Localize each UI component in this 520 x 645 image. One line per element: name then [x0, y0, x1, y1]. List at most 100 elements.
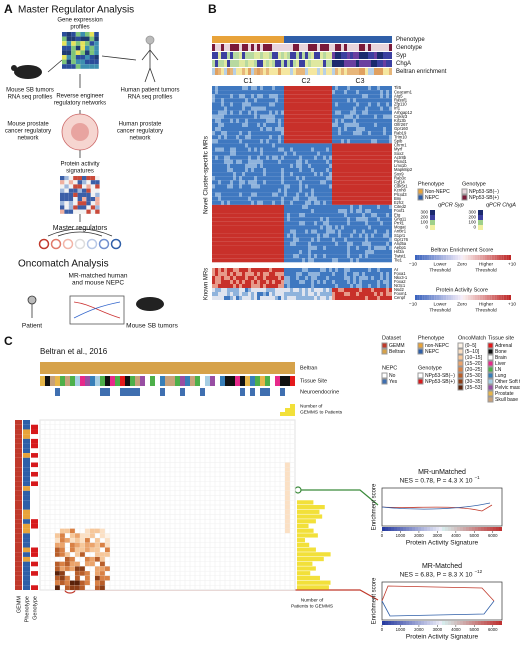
- heatmap-cell: [296, 172, 299, 177]
- heatmap-cell: [284, 204, 287, 209]
- heatmap-cell: [308, 245, 311, 250]
- heatmap-cell: [347, 139, 350, 144]
- heatmap-cell: [248, 155, 251, 160]
- heatmap-cell: [224, 127, 227, 132]
- heatmap-cell: [365, 94, 368, 99]
- heatmap-cell: [341, 106, 344, 111]
- heatmap-cell: [281, 200, 284, 205]
- heatmap-cell: [344, 168, 347, 173]
- annotation-cell: [338, 44, 341, 51]
- heatmap-cell: [335, 221, 338, 226]
- heatmap-cell: [362, 241, 365, 246]
- heatmap-cell: [263, 86, 266, 91]
- heatmap-cell: [380, 221, 383, 226]
- signature-cell: [90, 209, 96, 214]
- heatmap-cell: [218, 237, 221, 242]
- heatmap-cell: [233, 159, 236, 164]
- tissue-cell: [240, 376, 245, 386]
- signature-cell: [82, 176, 87, 181]
- heatmap-cell: [329, 151, 332, 156]
- annotation-cell: [215, 52, 218, 59]
- heatmap-cell: [284, 188, 287, 193]
- heatmap-cell: [323, 90, 326, 95]
- heatmap-cell: [323, 143, 326, 148]
- heatmap-cell: [356, 217, 359, 222]
- heatmap-cell: [314, 188, 317, 193]
- signature-cell: [86, 209, 91, 214]
- heatmap-cell: [359, 272, 362, 276]
- heatmap-cell: [236, 192, 239, 197]
- heatmap-cell: [305, 221, 308, 226]
- heatmap-cell: [317, 221, 320, 226]
- heatmap-cell: [332, 268, 335, 272]
- heatmap-cell: [347, 188, 350, 193]
- tissue-cell: [50, 376, 55, 386]
- annotation-cell: [245, 68, 248, 75]
- legend-swatch: [417, 342, 424, 349]
- heatmap-cell: [269, 98, 272, 103]
- heatmap-cell: [359, 221, 362, 226]
- heatmap-cell: [350, 102, 353, 107]
- heatmap-cell: [326, 135, 329, 140]
- heatmap-cell: [281, 217, 284, 222]
- heatmap-cell: [278, 288, 281, 292]
- heatmap-cell: [380, 241, 383, 246]
- heatmap-cell: [284, 139, 287, 144]
- heatmap-cell: [293, 176, 296, 181]
- annotation-cell: [245, 60, 248, 67]
- signature-cell: [60, 201, 65, 206]
- heatmap-cell: [341, 159, 344, 164]
- heatmap-cell: [290, 241, 293, 246]
- annotation-cell: [215, 68, 218, 75]
- heatmap-cell: [326, 280, 329, 284]
- gene-label: Antxr1: [394, 229, 407, 234]
- beltran-cell: [220, 362, 225, 374]
- heatmap-cell: [299, 288, 302, 292]
- heatmap-cell: [350, 135, 353, 140]
- tissue-cell: [195, 376, 200, 386]
- heatmap-cell: [356, 98, 359, 103]
- heatmap-cell: [386, 168, 389, 173]
- heatmap-cell: [296, 276, 299, 280]
- heatmap-cell: [257, 237, 260, 242]
- heatmap-cell: [320, 176, 323, 181]
- heatmap-cell: [353, 135, 356, 140]
- heatmap-cell: [248, 139, 251, 144]
- annotation-cell: [380, 52, 383, 59]
- heatmap-cell: [251, 139, 254, 144]
- heatmap-cell: [326, 184, 329, 189]
- heatmap-cell: [323, 163, 326, 168]
- heatmap-cell: [251, 180, 254, 185]
- heatmap-cell: [371, 254, 374, 259]
- heatmap-cell: [233, 280, 236, 284]
- gradient-cell: [451, 255, 454, 260]
- heatmap-cell: [239, 172, 242, 177]
- heatmap-cell: [308, 276, 311, 280]
- genotype-cell: [31, 500, 38, 505]
- heatmap-cell: [332, 241, 335, 246]
- match-cell: [285, 486, 290, 491]
- heatmap-cell: [308, 94, 311, 99]
- heatmap-cell: [314, 196, 317, 201]
- heatmap-cell: [281, 204, 284, 209]
- annotation-cell: [347, 36, 350, 43]
- heatmap-cell: [344, 250, 347, 255]
- heatmap-cell: [314, 90, 317, 95]
- heatmap-cell: [266, 296, 269, 300]
- regulator: [38, 238, 50, 250]
- heatmap-cell: [383, 284, 386, 288]
- heatmap-cell: [266, 209, 269, 214]
- heatmap-cell: [341, 237, 344, 242]
- heatmap-cell: [302, 217, 305, 222]
- legend-swatch: [457, 366, 464, 373]
- heatmap-cell: [356, 131, 359, 136]
- gene-label: Actr8b: [394, 155, 407, 160]
- heatmap-cell: [386, 200, 389, 205]
- heatmap-cell: [272, 180, 275, 185]
- heatmap-cell: [275, 151, 278, 156]
- heatmap-cell: [335, 272, 338, 276]
- heatmap-cell: [215, 122, 218, 127]
- annotation-cell: [221, 44, 224, 51]
- annotation-cell: [320, 60, 323, 67]
- heatmap-cell: [230, 110, 233, 115]
